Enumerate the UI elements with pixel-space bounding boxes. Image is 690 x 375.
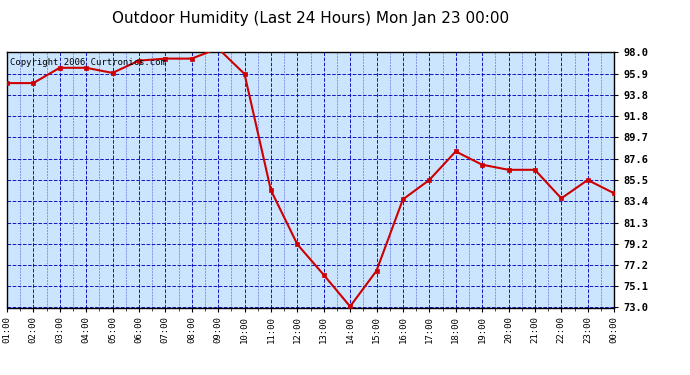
Text: Copyright 2006 Curtronics.com: Copyright 2006 Curtronics.com (10, 58, 166, 67)
Text: Outdoor Humidity (Last 24 Hours) Mon Jan 23 00:00: Outdoor Humidity (Last 24 Hours) Mon Jan… (112, 11, 509, 26)
